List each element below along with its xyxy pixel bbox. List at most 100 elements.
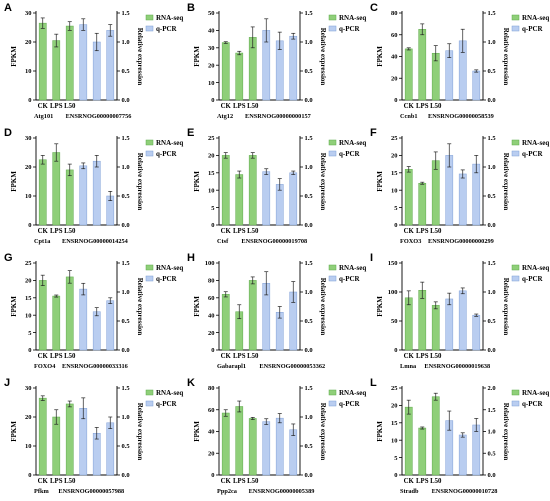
left-tick-label: 100 bbox=[388, 289, 398, 296]
left-tick-label: 50 bbox=[391, 318, 398, 325]
ensembl-id: ENSRNOG00000058539 bbox=[428, 113, 494, 120]
y-axis-label: FPKM bbox=[376, 421, 384, 442]
y-axis-label: FPKM bbox=[10, 171, 18, 192]
left-tick-label: 60 bbox=[391, 32, 398, 39]
left-tick-label: 40 bbox=[208, 28, 215, 35]
left-tick-label: 0 bbox=[394, 347, 397, 354]
y-axis-label: FPKM bbox=[10, 296, 18, 317]
legend-label-qpcr: q-PCR bbox=[522, 400, 544, 408]
left-tick-label: 25 bbox=[25, 260, 32, 267]
ensembl-id: ENSRNOG00000010728 bbox=[432, 488, 498, 495]
left-tick-label: 20 bbox=[208, 450, 215, 457]
panel-H: H 0 20 40 60 80 100 0.0 0.5 1.0 1.5 FPKM Relative ex… bbox=[187, 252, 366, 370]
category-label: L50 bbox=[430, 228, 442, 235]
rnaseq-bar bbox=[235, 406, 244, 476]
rnaseq-bar bbox=[52, 40, 61, 101]
rnaseq-bar bbox=[235, 174, 244, 226]
category-label: L50 bbox=[64, 478, 76, 485]
left-tick-label: 15 bbox=[391, 420, 398, 427]
left-tick-label: 5 bbox=[28, 330, 32, 337]
legend-swatch-rnaseq bbox=[328, 264, 337, 271]
left-tick-label: 30 bbox=[208, 45, 215, 52]
rnaseq-bar bbox=[65, 403, 74, 476]
qpcr-bar bbox=[79, 24, 88, 101]
qpcr-bar bbox=[445, 50, 454, 101]
category-label: CK bbox=[38, 478, 49, 485]
qpcr-bar bbox=[275, 417, 284, 476]
qpcr-bar bbox=[458, 290, 467, 351]
category-label: CK bbox=[404, 353, 415, 360]
legend-swatch-rnaseq bbox=[328, 14, 337, 21]
right-tick-label: 0.0 bbox=[305, 347, 313, 354]
panel-letter: F bbox=[370, 127, 377, 139]
panel-F: F 0 5 10 15 20 25 0.0 0.5 1.0 1.5 FPKM Relative expr… bbox=[370, 127, 549, 245]
legend-swatch-rnaseq bbox=[511, 139, 520, 146]
category-label: CK bbox=[38, 353, 49, 360]
legend-swatch-qpcr bbox=[145, 25, 154, 32]
legend-label-qpcr: q-PCR bbox=[156, 400, 178, 408]
y2-axis-label: Relative expression bbox=[502, 28, 510, 86]
gene-name: Ctsf bbox=[217, 238, 229, 245]
panel-letter: I bbox=[370, 252, 373, 264]
left-tick-label: 80 bbox=[208, 278, 215, 285]
legend-swatch-rnaseq bbox=[145, 264, 154, 271]
right-tick-label: 0.0 bbox=[122, 97, 130, 104]
qpcr-bar bbox=[106, 300, 115, 351]
right-tick-label: 1.0 bbox=[488, 429, 496, 436]
qpcr-bar bbox=[289, 172, 298, 226]
right-tick-label: 0.5 bbox=[305, 68, 314, 75]
ensembl-id: ENSRNOG00000057988 bbox=[58, 488, 124, 495]
gene-name: Pfkm bbox=[34, 488, 49, 495]
right-tick-label: 1.0 bbox=[122, 414, 130, 421]
y-axis-label: FPKM bbox=[10, 46, 18, 67]
left-tick-label: 0 bbox=[211, 97, 214, 104]
left-tick-label: 40 bbox=[208, 429, 215, 436]
left-tick-label: 0 bbox=[28, 222, 31, 229]
legend-swatch-rnaseq bbox=[511, 264, 520, 271]
left-tick-label: 10 bbox=[25, 193, 32, 200]
left-tick-label: 20 bbox=[25, 414, 32, 421]
category-label: CK bbox=[404, 103, 415, 110]
qpcr-bar bbox=[472, 424, 481, 476]
right-tick-label: 1.5 bbox=[305, 135, 314, 142]
left-tick-label: 10 bbox=[25, 68, 32, 75]
qpcr-bar bbox=[92, 160, 101, 226]
qpcr-bar bbox=[289, 429, 298, 476]
right-tick-label: 1.5 bbox=[122, 10, 131, 17]
gene-name: Ccnb1 bbox=[400, 113, 418, 120]
y2-axis-label: Relative expression bbox=[319, 278, 327, 336]
legend-swatch-qpcr bbox=[145, 400, 154, 407]
right-tick-label: 1.0 bbox=[305, 39, 313, 46]
panel-letter: K bbox=[187, 377, 195, 389]
legend-label-qpcr: q-PCR bbox=[339, 150, 361, 158]
legend-label-rnaseq: RNA-seq bbox=[522, 264, 549, 272]
panel-A: A 0 10 20 30 0.0 0.5 1.0 1.5 FPKM Relative express… bbox=[4, 2, 183, 120]
category-label: CK bbox=[38, 103, 49, 110]
rnaseq-bar bbox=[418, 427, 427, 476]
category-label: LPS bbox=[416, 353, 429, 360]
y2-axis-label: Relative expression bbox=[136, 403, 144, 461]
gene-name: Atg101 bbox=[34, 113, 53, 120]
left-tick-label: 40 bbox=[208, 312, 215, 319]
category-label: CK bbox=[404, 478, 415, 485]
legend-label-rnaseq: RNA-seq bbox=[156, 14, 183, 22]
rnaseq-bar bbox=[52, 416, 61, 476]
y2-axis-label: Relative expression bbox=[136, 28, 144, 86]
legend-swatch-qpcr bbox=[511, 275, 520, 282]
right-tick-label: 1.5 bbox=[122, 385, 131, 392]
right-tick-label: 1.0 bbox=[488, 39, 496, 46]
qpcr-bar bbox=[458, 434, 467, 476]
category-label: L50 bbox=[64, 353, 76, 360]
right-tick-label: 1.0 bbox=[305, 164, 313, 171]
rnaseq-bar bbox=[418, 29, 427, 101]
panel-letter: B bbox=[187, 2, 195, 14]
y2-axis-label: Relative expression bbox=[319, 403, 327, 461]
category-label: LPS bbox=[233, 228, 246, 235]
legend-label-rnaseq: RNA-seq bbox=[339, 264, 366, 272]
left-tick-label: 40 bbox=[391, 54, 398, 61]
panel-letter: C bbox=[370, 2, 378, 14]
rnaseq-bar bbox=[431, 160, 440, 226]
panel-letter: L bbox=[370, 377, 377, 389]
right-tick-label: 0.5 bbox=[122, 193, 131, 200]
category-label: L50 bbox=[64, 103, 76, 110]
